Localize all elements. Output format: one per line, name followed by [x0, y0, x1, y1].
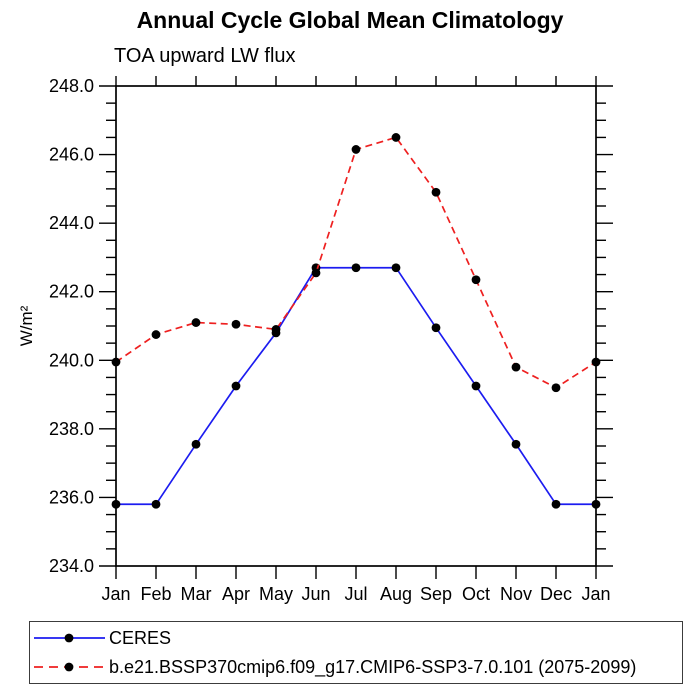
data-point-marker: [111, 357, 121, 367]
data-point-marker: [191, 318, 201, 327]
x-tick-label: Dec: [540, 584, 572, 604]
y-axis-tick-labels: 234.0 236.0 238.0 240.0 242.0 244.0 246.0 248.0: [49, 76, 94, 576]
x-tick-label: May: [259, 584, 293, 604]
y-tick-label: 238.0: [49, 419, 94, 439]
data-point-marker: [151, 499, 161, 509]
axis-ticks: [99, 76, 613, 579]
ceres-series-line: [116, 266, 596, 506]
y-tick-label: 236.0: [49, 487, 94, 507]
y-tick-label: 242.0: [49, 282, 94, 302]
data-point-marker: [391, 263, 401, 273]
legend-label-ceres: CERES: [109, 627, 172, 648]
x-tick-label: Jul: [344, 584, 367, 604]
y-tick-label: 234.0: [49, 556, 94, 576]
legend-item-ceres: CERES: [30, 625, 682, 651]
y-tick-label: 246.0: [49, 145, 94, 165]
data-point-marker: [591, 357, 601, 367]
y-tick-label: 244.0: [49, 213, 94, 233]
legend: CERES b.e21.BSSP370cmip6.f09_g17.CMIP6-S…: [29, 621, 683, 684]
data-point-marker: [191, 439, 201, 449]
x-tick-label: Apr: [222, 584, 250, 604]
ceres-line-swatch-icon: [34, 633, 105, 643]
data-point-marker: [511, 439, 521, 449]
x-tick-label: Sep: [420, 584, 452, 604]
y-tick-label: 248.0: [49, 76, 94, 96]
data-point-marker: [551, 499, 561, 509]
model-series-markers: [111, 133, 601, 393]
plot-frame: [115, 85, 597, 567]
data-point-marker: [311, 268, 321, 278]
data-point-marker: [111, 499, 121, 509]
data-point-marker: [471, 275, 481, 285]
x-tick-label: Nov: [500, 584, 532, 604]
model-series-line: [115, 136, 597, 389]
chart-title: Annual Cycle Global Mean Climatology: [136, 7, 564, 33]
data-point-marker: [231, 381, 241, 391]
chart-subtitle: TOA upward LW flux: [114, 45, 296, 67]
y-axis-title: W/m²: [17, 305, 36, 346]
data-point-marker: [391, 133, 401, 142]
x-tick-label: Jan: [101, 584, 130, 604]
x-axis-tick-labels: Jan Feb Mar Apr May Jun Jul Aug Sep Oct Nov Dec Jan: [101, 584, 610, 604]
x-tick-label: Jun: [301, 584, 330, 604]
data-point-marker: [231, 319, 241, 329]
data-point-marker: [511, 362, 521, 372]
data-point-marker: [151, 330, 161, 339]
x-tick-label: Jan: [581, 584, 610, 604]
ceres-series-markers: [111, 263, 601, 509]
data-point-marker: [591, 499, 601, 509]
data-point-marker: [431, 323, 441, 333]
x-tick-label: Feb: [140, 584, 171, 604]
model-dashed-line-swatch-icon: [34, 662, 105, 672]
x-tick-label: Oct: [462, 584, 490, 604]
legend-item-model: b.e21.BSSP370cmip6.f09_g17.CMIP6-SSP3-7.…: [30, 654, 682, 680]
line-chart-plot-area: 234.0 236.0 238.0 240.0 242.0 244.0 246.0 248.0…: [17, 76, 613, 604]
x-tick-label: Aug: [380, 584, 412, 604]
data-point-marker: [471, 381, 481, 391]
data-point-marker: [551, 383, 561, 393]
data-point-marker: [431, 187, 441, 197]
x-tick-label: Mar: [181, 584, 212, 604]
data-point-marker: [271, 325, 281, 334]
data-point-marker: [351, 263, 361, 273]
data-point-marker: [351, 145, 361, 154]
legend-label-model: b.e21.BSSP370cmip6.f09_g17.CMIP6-SSP3-7.…: [109, 656, 637, 677]
y-tick-label: 240.0: [49, 350, 94, 370]
